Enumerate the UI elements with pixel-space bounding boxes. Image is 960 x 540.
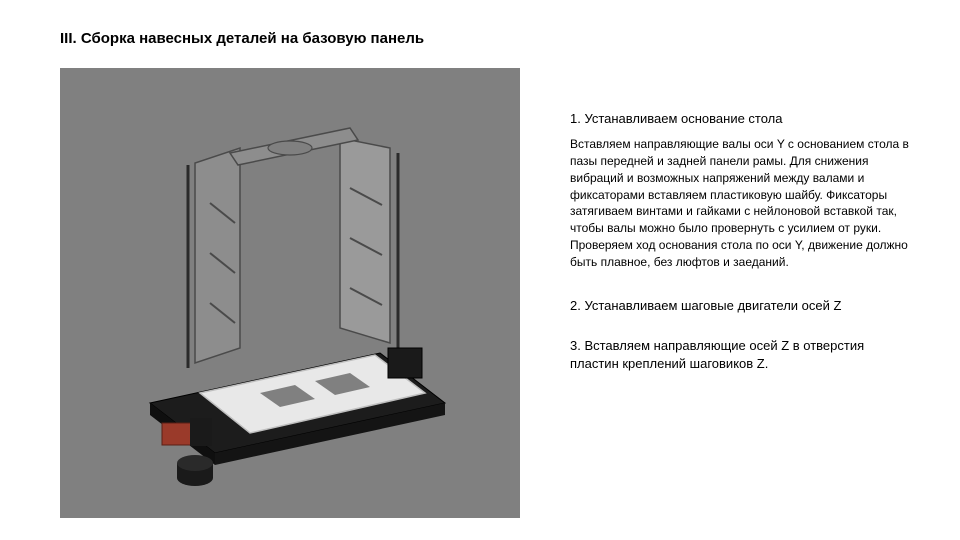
assembly-illustration xyxy=(60,68,520,518)
step-2-heading: 2. Устанавливаем шаговые двигатели осей … xyxy=(570,297,910,315)
instruction-text-column: 1. Устанавливаем основание стола Вставля… xyxy=(570,110,910,381)
step-1-heading: 1. Устанавливаем основание стола xyxy=(570,110,910,128)
page-title: III. Сборка навесных деталей на базовую … xyxy=(60,30,424,47)
step-3-heading: 3. Вставляем направляющие осей Z в отвер… xyxy=(570,337,910,373)
printer-frame-diagram xyxy=(90,93,490,493)
step-1-body: Вставляем направляющие валы оси Y с осно… xyxy=(570,136,910,270)
